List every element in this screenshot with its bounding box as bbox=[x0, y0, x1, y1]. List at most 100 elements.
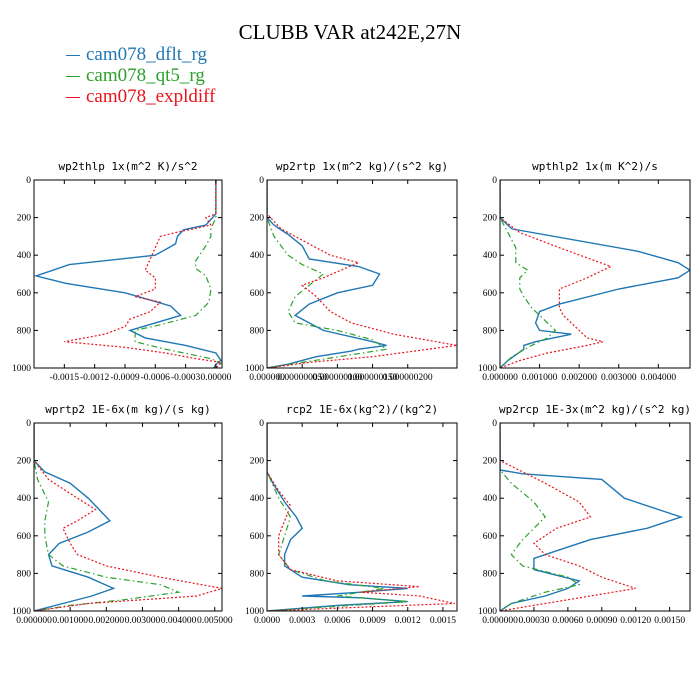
x-tick-label: 0.0012 bbox=[395, 616, 421, 626]
y-tick-label: 600 bbox=[483, 532, 498, 542]
x-tick-label: 0.0015 bbox=[430, 616, 456, 626]
series-cam078_qt5_rg bbox=[500, 180, 557, 368]
x-tick-label: -0.0006 bbox=[141, 373, 171, 383]
y-tick-label: 0 bbox=[259, 419, 264, 429]
y-tick-label: 0 bbox=[26, 419, 31, 429]
y-tick-label: 400 bbox=[250, 494, 265, 504]
legend-label-qt5: cam078_qt5_rg bbox=[86, 65, 205, 86]
y-tick-label: 800 bbox=[250, 569, 265, 579]
legend-label-dflt: cam078_dflt_rg bbox=[86, 44, 208, 65]
y-tick-label: 1000 bbox=[245, 607, 264, 617]
legend: cam078_dflt_rg cam078_qt5_rg cam078_expl… bbox=[66, 44, 215, 107]
y-tick-label: 800 bbox=[250, 326, 265, 336]
x-tick-label: 0.000000100 bbox=[312, 373, 362, 383]
x-tick-label: -0.0012 bbox=[80, 373, 110, 383]
series-cam078_qt5_rg bbox=[500, 423, 581, 611]
y-tick-label: 800 bbox=[483, 569, 498, 579]
plot-frame bbox=[33, 422, 223, 612]
legend-label-expldiff: cam078_expldiff bbox=[86, 86, 216, 107]
x-tick-label: 0.004000 bbox=[161, 616, 197, 626]
panel-title: rcp2 1E-6x(kg^2)/(kg^2) bbox=[286, 403, 438, 416]
y-tick-label: 1000 bbox=[12, 364, 31, 374]
legend-item-qt5: cam078_qt5_rg bbox=[66, 65, 215, 86]
panel-title: wpthlp2 1x(m K^2)/s bbox=[532, 160, 658, 173]
plot-frame bbox=[499, 179, 691, 369]
y-tick-label: 600 bbox=[250, 289, 265, 299]
y-tick-label: 400 bbox=[483, 494, 498, 504]
y-tick-label: 200 bbox=[17, 457, 32, 467]
panel-2: wp2rtp 1x(m^2 kg)/(s^2 kg) 0 200 400 600 800 1… bbox=[245, 160, 458, 383]
series-cam078_qt5_rg bbox=[267, 180, 389, 368]
x-tick-label: 0.0006 bbox=[324, 616, 350, 626]
plot-frame bbox=[33, 179, 223, 369]
y-tick-label: 1000 bbox=[245, 364, 264, 374]
x-tick-label: 0.000000050 bbox=[277, 373, 327, 383]
y-tick-label: 600 bbox=[17, 289, 32, 299]
x-tick-label: 0.002000 bbox=[88, 616, 124, 626]
y-tick-label: 200 bbox=[483, 214, 498, 224]
series-cam078_expldiff bbox=[500, 180, 613, 368]
panel-3: wpthlp2 1x(m K^2)/s020040060080010000.00… bbox=[478, 160, 691, 383]
x-tick-label: 0.0009 bbox=[359, 616, 385, 626]
x-tick-label: 0.00090 bbox=[586, 616, 617, 626]
panel-title: wprtp2 1E-6x(m kg)/(s kg) bbox=[45, 403, 211, 416]
x-tick-label: 0.000000 bbox=[249, 373, 285, 383]
series-cam078_dflt_rg bbox=[34, 180, 222, 368]
y-tick-label: 200 bbox=[17, 214, 32, 224]
x-tick-label: 0.000000200 bbox=[383, 373, 433, 383]
x-tick-label: 0.00120 bbox=[620, 616, 651, 626]
series-cam078_expldiff bbox=[34, 423, 222, 611]
panel-title: wp2rcp 1E-3x(m^2 kg)/(s^2 kg) bbox=[499, 403, 691, 416]
y-tick-label: 1000 bbox=[478, 607, 497, 617]
x-tick-label: 0.001000 bbox=[522, 373, 558, 383]
x-tick-label: 0.004000 bbox=[641, 373, 677, 383]
series-cam078_qt5_rg bbox=[34, 423, 181, 611]
plot-frame bbox=[266, 179, 458, 369]
panel-5: rcp2 1E-6x(kg^2)/(kg^2) 0 200 400 600 800 1000… bbox=[245, 403, 458, 626]
figure-title: CLUBB VAR at242E,27N bbox=[238, 20, 462, 44]
x-tick-label: 0.00000 bbox=[200, 373, 231, 383]
x-tick-label: 0.00060 bbox=[552, 616, 583, 626]
y-tick-label: 600 bbox=[250, 532, 265, 542]
y-tick-label: 800 bbox=[17, 569, 32, 579]
plot-frame bbox=[499, 422, 691, 612]
legend-swatch-expldiff bbox=[66, 97, 80, 99]
panel-title: wp2rtp 1x(m^2 kg)/(s^2 kg) bbox=[276, 160, 448, 173]
series-cam078_dflt_rg bbox=[500, 423, 684, 611]
x-tick-label: 0.00030 bbox=[518, 616, 549, 626]
series-cam078_dflt_rg bbox=[34, 423, 116, 611]
legend-swatch-dflt bbox=[66, 55, 80, 57]
x-tick-label: -0.0015 bbox=[50, 373, 80, 383]
series-cam078_expldiff bbox=[64, 180, 222, 368]
series-cam078_qt5_rg bbox=[267, 423, 408, 611]
series-cam078_expldiff bbox=[267, 423, 455, 611]
y-tick-label: 0 bbox=[259, 176, 264, 186]
panel-4: wprtp2 1E-6x(m kg)/(s kg) 0 200 400 600 800 10… bbox=[12, 403, 233, 626]
y-tick-label: 1000 bbox=[12, 607, 31, 617]
x-tick-label: 0.002000 bbox=[561, 373, 597, 383]
x-tick-label: 0.005000 bbox=[197, 616, 233, 626]
plot-frame bbox=[266, 422, 458, 612]
series-cam078_expldiff bbox=[267, 180, 457, 368]
y-tick-label: 400 bbox=[483, 251, 498, 261]
y-tick-label: 0 bbox=[26, 176, 31, 186]
panel-6: wp2rcp 1E-3x(m^2 kg)/(s^2 kg)0 200 400 600 8… bbox=[478, 403, 691, 626]
x-tick-label: 0.000000 bbox=[482, 373, 518, 383]
panel-1: wp2thlp 1x(m^2 K)/s^2 0 200 400 600 800 1000 -0… bbox=[12, 160, 232, 383]
x-tick-label: 0.001000 bbox=[52, 616, 88, 626]
x-tick-label: 0.003000 bbox=[125, 616, 161, 626]
y-tick-label: 200 bbox=[250, 457, 265, 467]
series-cam078_expldiff bbox=[500, 423, 636, 611]
x-tick-label: 0.00150 bbox=[654, 616, 685, 626]
x-tick-label: 0.0003 bbox=[289, 616, 315, 626]
x-tick-label: 0.000000 bbox=[482, 616, 518, 626]
x-tick-label: 0.000000150 bbox=[348, 373, 398, 383]
x-tick-label: 0.0000 bbox=[254, 616, 280, 626]
y-tick-label: 1000 bbox=[478, 364, 497, 374]
legend-swatch-qt5 bbox=[66, 76, 80, 78]
series-cam078_dflt_rg bbox=[500, 180, 690, 368]
y-tick-label: 600 bbox=[17, 532, 32, 542]
x-tick-label: -0.0003 bbox=[171, 373, 201, 383]
x-tick-label: 0.000000 bbox=[16, 616, 52, 626]
